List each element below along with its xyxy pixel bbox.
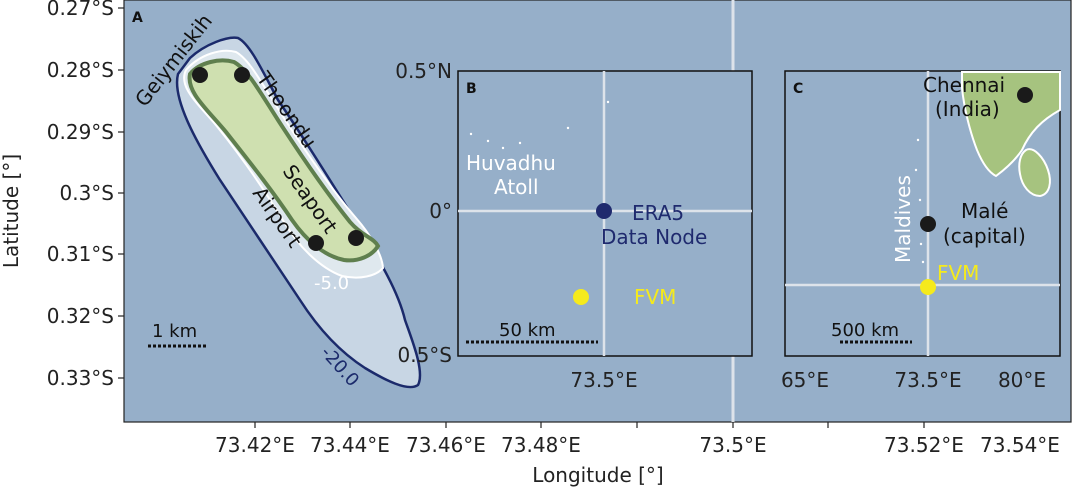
atoll-label-1: Huvadhu	[466, 151, 556, 175]
maldives-islet	[919, 242, 923, 246]
male-marker	[920, 216, 936, 232]
y-tick-label: 0.27°S	[47, 0, 114, 20]
panel-b-label: B	[466, 81, 477, 97]
airport-marker	[308, 235, 324, 251]
chennai-marker	[1017, 87, 1033, 103]
panel-b-ytick-2: 0°	[429, 199, 452, 223]
atoll-islet	[518, 141, 522, 145]
era5-node-marker	[596, 203, 612, 219]
thoondu-marker	[234, 67, 250, 83]
sri-lanka	[1018, 148, 1051, 198]
y-tick-label: 0.3°S	[59, 181, 114, 205]
geiymiskih-marker	[192, 67, 208, 83]
panel-a-label: A	[132, 10, 143, 26]
panel-b-ytick-3: 0.5°S	[397, 343, 452, 367]
y-axis-label: Latitude [°]	[0, 154, 23, 268]
x-tick-label: 73.54°E	[980, 433, 1060, 457]
panel-c-xtick-1: 65°E	[781, 368, 829, 392]
chennai-label-2: (India)	[935, 97, 1000, 121]
y-tick-label: 0.28°S	[47, 58, 114, 82]
india-landmass	[961, 71, 1061, 178]
atoll-islet	[469, 132, 473, 136]
island-group	[175, 36, 422, 389]
panel-c-label: C	[793, 81, 803, 97]
atoll-islet	[606, 100, 610, 104]
x-tick-label: 73.46°E	[406, 433, 486, 457]
island-land	[187, 58, 381, 263]
y-tick-label: 0.33°S	[47, 366, 114, 390]
x-tick-label: 73.44°E	[310, 433, 390, 457]
seaport-marker	[348, 230, 364, 246]
panel-b-ytick-1: 0.5°N	[395, 59, 452, 83]
fvm-marker-c	[920, 279, 936, 295]
era5-label-2: Data Node	[601, 225, 707, 249]
maldives-islet	[921, 260, 925, 264]
fvm-label-b: FVM	[634, 285, 676, 309]
maldives-islet	[918, 198, 922, 202]
era5-label-1: ERA5	[632, 201, 684, 225]
atoll-islet	[566, 126, 570, 130]
x-axis	[254, 422, 925, 428]
panel-b-scalebar-label: 50 km	[499, 320, 556, 341]
panel-c-xtick-2: 73.5°E	[894, 368, 961, 392]
x-tick-label: 73.48°E	[501, 433, 581, 457]
x-tick-label: 73.5°E	[699, 433, 766, 457]
x-tick-label: 73.52°E	[884, 433, 964, 457]
male-label-2: (capital)	[943, 224, 1026, 248]
maldives-islet	[914, 168, 918, 172]
fvm-label-c: FVM	[937, 261, 979, 285]
chennai-label-1: Chennai	[923, 73, 1005, 97]
panel-a-scalebar-label: 1 km	[152, 321, 197, 342]
maldives-islet	[916, 138, 920, 142]
atoll-islet	[486, 139, 490, 143]
y-tick-label: 0.32°S	[47, 304, 114, 328]
atoll-label-2: Atoll	[494, 175, 539, 199]
panel-c-scalebar-label: 500 km	[831, 320, 899, 341]
y-axis	[118, 7, 124, 379]
atoll-islet	[501, 146, 505, 150]
x-tick-label: 73.42°E	[215, 433, 295, 457]
x-axis-label: Longitude [°]	[532, 463, 663, 487]
fvm-marker-b	[573, 289, 589, 305]
panel-c-xtick-3: 80°E	[998, 368, 1046, 392]
panel-b-xtick: 73.5°E	[570, 368, 637, 392]
panel-b-inset	[457, 70, 753, 357]
maldives-label: Maldives	[891, 175, 915, 263]
y-tick-label: 0.29°S	[47, 120, 114, 144]
contour-label-5: -5.0	[314, 273, 349, 294]
panel-c-inset	[784, 70, 1061, 357]
male-label-1: Malé	[961, 199, 1008, 223]
y-tick-label: 0.31°S	[47, 242, 114, 266]
